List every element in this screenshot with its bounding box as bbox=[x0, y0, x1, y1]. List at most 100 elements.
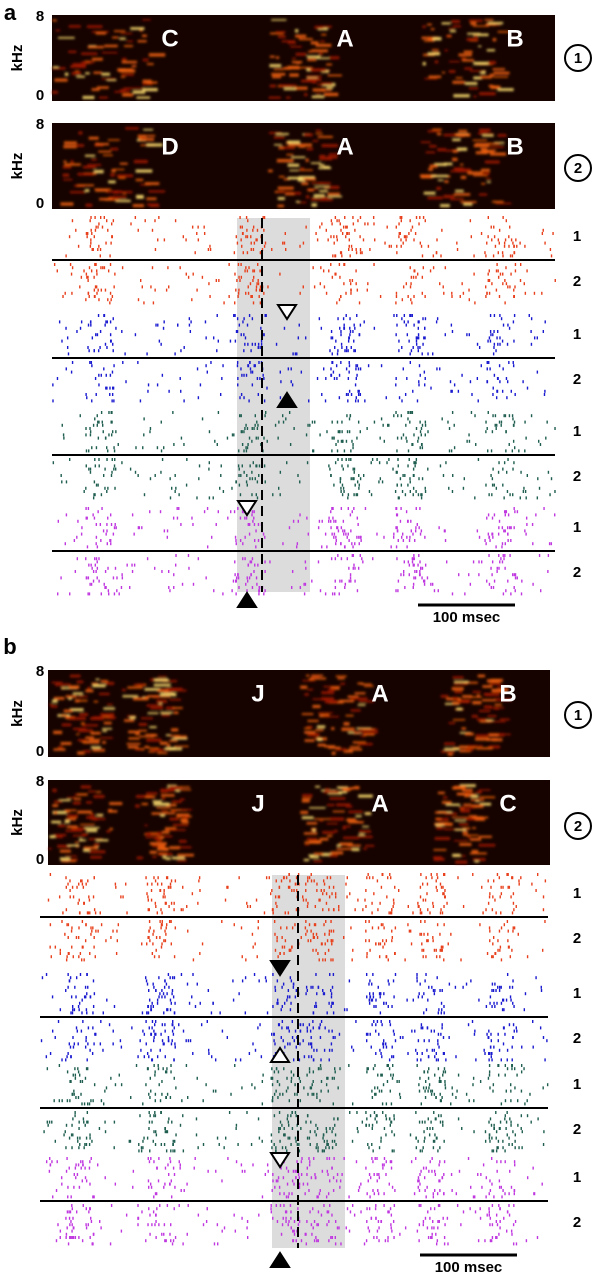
spike bbox=[58, 1099, 61, 1103]
spike bbox=[174, 1185, 176, 1189]
spike bbox=[435, 1096, 437, 1099]
spectral-streak bbox=[120, 32, 133, 35]
spike bbox=[515, 1026, 518, 1030]
spike bbox=[97, 483, 99, 487]
spectral-streak bbox=[55, 29, 61, 32]
spectral-streak bbox=[73, 797, 81, 800]
spike bbox=[88, 895, 90, 899]
spectral-streak bbox=[464, 81, 478, 85]
spike bbox=[509, 493, 511, 497]
spectral-streak bbox=[477, 718, 487, 722]
spike bbox=[512, 493, 514, 497]
spike bbox=[291, 570, 294, 573]
spike bbox=[485, 542, 487, 546]
spike bbox=[521, 1045, 523, 1049]
spike bbox=[409, 266, 411, 270]
spike bbox=[372, 992, 374, 996]
spectral-streak bbox=[121, 57, 127, 62]
spike bbox=[147, 383, 150, 387]
spike bbox=[488, 279, 491, 282]
spike bbox=[222, 592, 224, 596]
spike bbox=[500, 985, 502, 989]
spectral-streak bbox=[315, 43, 332, 47]
spike bbox=[379, 901, 381, 905]
spike bbox=[389, 911, 392, 915]
spike bbox=[514, 576, 517, 580]
spectral-streak bbox=[57, 745, 64, 749]
spike bbox=[365, 939, 367, 943]
spike bbox=[280, 1166, 282, 1170]
spike bbox=[298, 1149, 301, 1153]
spike bbox=[513, 446, 516, 450]
spike bbox=[374, 1064, 376, 1067]
panel-label: a bbox=[4, 0, 17, 25]
spike bbox=[252, 519, 254, 523]
spike bbox=[421, 882, 424, 886]
spike bbox=[380, 364, 383, 368]
spectral-streak bbox=[308, 50, 312, 53]
spike bbox=[368, 920, 370, 923]
spike bbox=[439, 282, 441, 286]
spectral-streak bbox=[479, 92, 496, 96]
spike bbox=[336, 352, 339, 356]
spectral-streak bbox=[165, 803, 177, 807]
spike bbox=[473, 272, 475, 276]
spike bbox=[97, 349, 100, 353]
spike bbox=[84, 1045, 87, 1049]
spike bbox=[304, 560, 307, 564]
spike bbox=[498, 566, 500, 570]
spike bbox=[264, 1173, 267, 1176]
spike bbox=[265, 411, 267, 414]
spike bbox=[93, 288, 96, 292]
spike bbox=[87, 985, 89, 989]
spike bbox=[257, 926, 259, 930]
spike bbox=[281, 936, 283, 939]
spike bbox=[516, 1073, 518, 1077]
spike bbox=[153, 876, 155, 880]
spike bbox=[334, 1067, 336, 1071]
spike bbox=[282, 1092, 284, 1096]
spike bbox=[368, 876, 371, 880]
spike bbox=[221, 377, 223, 380]
spike bbox=[369, 1032, 371, 1036]
spike bbox=[439, 882, 442, 886]
spike bbox=[319, 282, 322, 286]
spike bbox=[441, 228, 443, 232]
spectral-streak bbox=[148, 53, 166, 57]
spectral-streak bbox=[123, 87, 131, 91]
spike bbox=[95, 929, 97, 933]
spike bbox=[93, 876, 95, 880]
spike bbox=[486, 1032, 488, 1036]
spike bbox=[366, 952, 368, 955]
spike bbox=[503, 557, 505, 561]
spike bbox=[326, 1157, 328, 1160]
spike bbox=[99, 254, 102, 258]
spike bbox=[72, 1117, 74, 1121]
spectral-streak bbox=[452, 138, 461, 142]
spike bbox=[245, 291, 247, 295]
spike bbox=[361, 557, 363, 561]
spike bbox=[94, 557, 96, 561]
spike bbox=[196, 288, 198, 292]
spike bbox=[237, 295, 239, 298]
spike bbox=[58, 895, 61, 899]
spike bbox=[314, 420, 316, 424]
spike bbox=[274, 423, 277, 427]
spike bbox=[169, 976, 171, 980]
spike bbox=[448, 1036, 450, 1039]
spectrogram-bg bbox=[52, 123, 555, 209]
spike bbox=[246, 269, 249, 273]
spike bbox=[182, 235, 185, 239]
spike bbox=[93, 936, 95, 939]
spike bbox=[119, 1039, 122, 1043]
spike bbox=[421, 1149, 423, 1153]
spectral-streak bbox=[151, 812, 162, 815]
spike bbox=[257, 920, 260, 923]
spike bbox=[436, 876, 439, 880]
spike bbox=[199, 1001, 201, 1005]
spike bbox=[323, 285, 326, 289]
spike bbox=[307, 879, 309, 883]
spectral-streak bbox=[76, 733, 80, 736]
spike bbox=[241, 510, 244, 514]
spectral-streak bbox=[444, 49, 448, 52]
